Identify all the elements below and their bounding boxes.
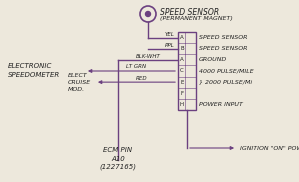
Text: SPEED SENSOR: SPEED SENSOR (160, 8, 219, 17)
Text: } 2000 PULSE/Mi: } 2000 PULSE/Mi (199, 80, 252, 85)
Text: A: A (180, 35, 184, 40)
Text: PPL: PPL (165, 43, 175, 48)
Text: A10: A10 (111, 156, 125, 162)
Text: B: B (180, 46, 184, 51)
Text: 4000 PULSE/MILE: 4000 PULSE/MILE (199, 68, 254, 74)
Text: SPEED SENSOR: SPEED SENSOR (199, 35, 248, 40)
Text: CRUISE: CRUISE (68, 80, 91, 85)
Text: YEL: YEL (165, 31, 175, 37)
Text: ECM PIN: ECM PIN (103, 147, 132, 153)
Text: (1227165): (1227165) (100, 164, 137, 171)
Text: E: E (180, 80, 184, 85)
Bar (178, 32, 196, 110)
Text: SPEEDOMETER: SPEEDOMETER (8, 72, 60, 78)
Text: POWER INPUT: POWER INPUT (199, 102, 243, 107)
Text: ELECT: ELECT (68, 73, 88, 78)
Text: H: H (180, 102, 184, 107)
Text: RED: RED (136, 76, 147, 81)
Text: IGNITION "ON" POWER +12VDC: IGNITION "ON" POWER +12VDC (240, 145, 299, 151)
Text: F: F (180, 91, 184, 96)
Text: SPEED SENSOR: SPEED SENSOR (199, 46, 248, 51)
Text: GROUND: GROUND (199, 57, 227, 62)
Circle shape (146, 11, 150, 17)
Text: A: A (180, 57, 184, 62)
Text: (PERMANENT MAGNET): (PERMANENT MAGNET) (160, 16, 233, 21)
Text: C: C (180, 68, 184, 74)
Text: ELECTRONIC: ELECTRONIC (8, 63, 52, 69)
Text: LT GRN: LT GRN (126, 64, 147, 70)
Text: MOD.: MOD. (68, 87, 85, 92)
Text: BLK-WHT: BLK-WHT (135, 54, 161, 59)
